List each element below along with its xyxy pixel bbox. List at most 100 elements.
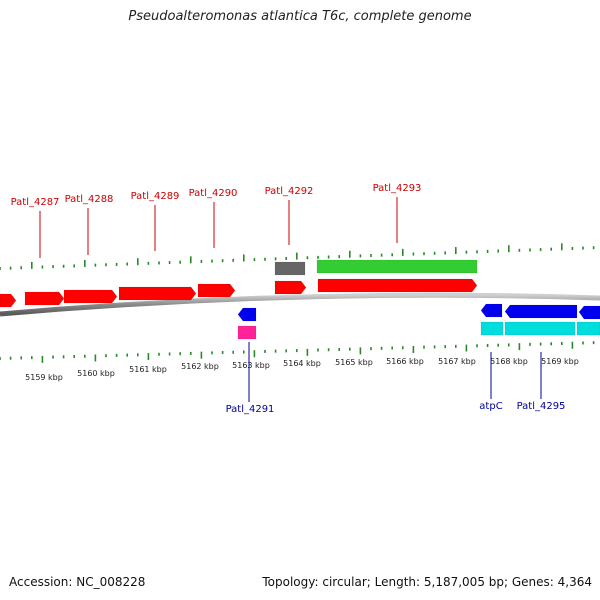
tick-mark: [582, 341, 584, 345]
tick-mark: [94, 354, 97, 362]
tick-mark: [105, 354, 107, 358]
tick-mark: [105, 263, 107, 267]
scale-label: 5168 kbp: [490, 357, 528, 366]
tick-mark: [274, 349, 277, 353]
reverse-cds-arrow[interactable]: [237, 307, 257, 322]
tick-mark: [264, 257, 266, 261]
tick-mark: [370, 347, 372, 351]
forward-gene-label[interactable]: Patl_4289: [131, 191, 180, 202]
map-title: Pseudoalteromonas atlantica T6c, complet…: [128, 9, 472, 24]
tick-mark: [147, 353, 150, 361]
tick-mark: [412, 345, 415, 353]
tick-mark: [31, 356, 33, 360]
tick-mark: [518, 248, 521, 252]
tick-mark: [253, 350, 256, 358]
tick-mark: [94, 263, 97, 267]
tick-mark: [0, 357, 1, 360]
tick-mark: [9, 266, 12, 270]
forward-gene-label[interactable]: Patl_4293: [373, 183, 422, 194]
tick-mark: [380, 253, 383, 257]
tick-mark: [529, 342, 531, 346]
tick-mark: [592, 246, 595, 250]
tick-mark: [380, 346, 383, 350]
tick-mark: [84, 260, 86, 268]
reverse-cds-arrow[interactable]: [480, 303, 503, 318]
reverse-cds-arrow[interactable]: [578, 305, 600, 320]
forward-gene-label[interactable]: Patl_4288: [65, 194, 114, 205]
reverse-gene-label[interactable]: atpC: [479, 401, 502, 412]
reverse-rna-box[interactable]: [504, 321, 576, 336]
tick-mark: [285, 256, 287, 260]
outer-tick-ring: [0, 243, 595, 270]
forward-gene-label[interactable]: Patl_4287: [11, 197, 60, 208]
scale-label: 5169 kbp: [541, 357, 579, 366]
scale-label: 5161 kbp: [129, 365, 167, 374]
forward-cds-arrow[interactable]: [317, 278, 478, 293]
tick-mark: [274, 257, 277, 261]
forward-cds-arrow[interactable]: [274, 280, 307, 295]
tick-mark: [539, 342, 542, 346]
tick-mark: [9, 356, 12, 360]
forward-cds-arrow[interactable]: [0, 293, 17, 308]
tick-mark: [317, 255, 319, 259]
tick-mark: [423, 345, 425, 349]
tick-mark: [147, 261, 150, 265]
tick-mark: [571, 341, 574, 349]
reverse-cds-arrow[interactable]: [504, 304, 578, 319]
misc-feature-box[interactable]: [237, 325, 257, 340]
forward-cds-arrow[interactable]: [197, 283, 236, 298]
reverse-rna-box[interactable]: [480, 321, 504, 336]
reverse-gene-label[interactable]: Patl_4295: [517, 401, 566, 412]
scale-label: 5166 kbp: [386, 357, 424, 366]
tick-mark: [296, 349, 298, 353]
forward-cds-arrow[interactable]: [118, 286, 197, 301]
tick-mark: [497, 343, 499, 347]
tick-mark: [0, 267, 1, 270]
tick-mark: [31, 261, 33, 269]
forward-gene-label[interactable]: Patl_4290: [189, 188, 238, 199]
tick-mark: [465, 344, 468, 352]
tick-mark: [476, 344, 478, 348]
tick-mark: [338, 255, 340, 259]
tick-mark: [582, 246, 584, 250]
scale-label: 5167 kbp: [438, 357, 476, 366]
tick-mark: [158, 352, 160, 356]
tick-mark: [179, 352, 181, 356]
tick-mark: [253, 258, 256, 262]
scale-labels: 5159 kbp 5160 kbp 5161 kbp 5162 kbp 5163 kbp…: [25, 357, 579, 382]
tick-mark: [317, 348, 319, 352]
topology-text: Topology: circular; Length: 5,187,005 bp…: [262, 575, 592, 589]
tick-mark: [455, 344, 457, 348]
tick-mark: [243, 350, 245, 354]
tick-mark: [423, 252, 425, 256]
pseudogene-box[interactable]: [274, 261, 306, 276]
tick-mark: [52, 355, 54, 359]
tick-mark: [73, 355, 75, 359]
reverse-rna-box[interactable]: [576, 321, 600, 336]
tick-mark: [137, 353, 139, 357]
tick-mark: [327, 348, 330, 352]
tick-mark: [158, 261, 160, 265]
gene-labels: Patl_4287 Patl_4288 Patl_4289 Patl_4290 Patl…: [11, 183, 566, 415]
tick-mark: [264, 349, 266, 353]
tick-mark: [444, 345, 446, 349]
tick-mark: [221, 259, 224, 263]
tick-mark: [211, 259, 213, 263]
forward-gene-label[interactable]: Patl_4292: [265, 186, 314, 197]
reverse-gene-label[interactable]: Patl_4291: [226, 404, 275, 415]
tick-mark: [412, 252, 415, 256]
tick-mark: [20, 356, 22, 360]
tick-mark: [508, 343, 510, 347]
tick-mark: [232, 350, 234, 354]
tick-mark: [561, 342, 563, 346]
tick-mark: [200, 351, 203, 359]
tick-mark: [115, 262, 118, 266]
tick-mark: [126, 353, 128, 357]
scale-label: 5159 kbp: [25, 373, 63, 382]
forward-cds-arrow[interactable]: [24, 291, 65, 306]
tick-mark: [402, 248, 404, 256]
forward-rna-box[interactable]: [316, 259, 478, 274]
forward-cds-arrow[interactable]: [63, 289, 118, 304]
scale-label: 5163 kbp: [232, 361, 270, 370]
